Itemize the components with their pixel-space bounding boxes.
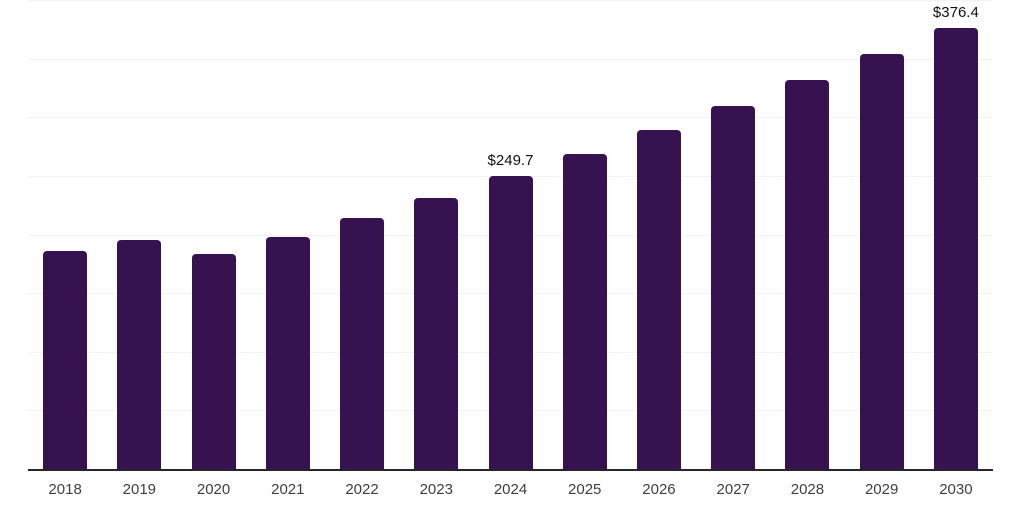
x-axis-label-2022: 2022 (345, 481, 379, 498)
x-axis-label-2025: 2025 (568, 481, 602, 498)
gridline-400 (28, 0, 993, 1)
x-axis-label-2026: 2026 (642, 481, 676, 498)
x-axis-label-2023: 2023 (419, 481, 453, 498)
gridline-300 (28, 117, 993, 119)
x-axis-label-2027: 2027 (716, 481, 750, 498)
x-axis-label-2024: 2024 (493, 481, 528, 498)
bar-2026 (636, 130, 681, 469)
bar-2025 (562, 153, 607, 469)
bar-2019 (117, 240, 162, 469)
plot-area: $249.7 $376.4 (28, 0, 993, 471)
bar-2022 (340, 218, 385, 469)
bar-2018 (43, 250, 88, 469)
x-axis-label-2021: 2021 (271, 481, 305, 498)
bar-2021 (265, 236, 310, 469)
x-axis-line (28, 469, 993, 471)
bar-2024 (488, 176, 533, 469)
x-axis-label-2030: 2030 (939, 481, 973, 498)
x-axis-label-2018: 2018 (48, 481, 82, 498)
gridline-350 (28, 58, 993, 60)
value-label-2030: $376.4 (932, 3, 979, 21)
bar-2029 (859, 53, 904, 469)
bar-2020 (191, 254, 236, 469)
x-axis-label-2020: 2020 (196, 481, 231, 498)
x-axis-label-2029: 2029 (864, 481, 899, 498)
bar-2028 (785, 79, 830, 469)
bar-2023 (414, 198, 459, 469)
bar-2027 (711, 105, 756, 469)
x-axis-labels: 2018 2019 2020 2021 2022 2023 2024 2025 2026 2027… (28, 481, 993, 505)
bar-2030 (933, 27, 978, 469)
x-axis-label-2019: 2019 (122, 481, 157, 498)
value-label-2024: $249.7 (487, 152, 534, 170)
x-axis-label-2028: 2028 (790, 481, 825, 498)
